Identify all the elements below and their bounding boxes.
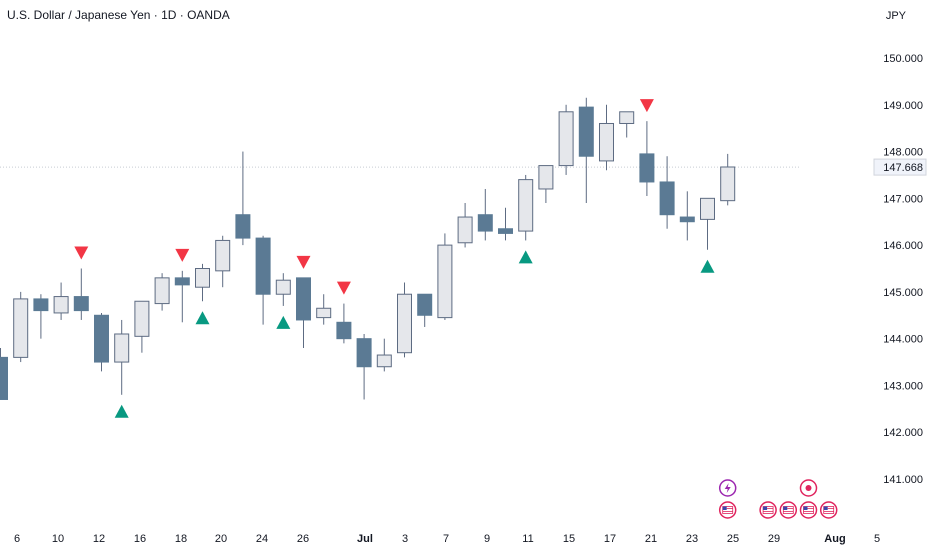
candle-body-down[interactable]: [356, 338, 372, 368]
x-tick-label: 20: [215, 533, 227, 545]
us-flag-canton: [722, 506, 727, 510]
sell-signal-icon: [336, 281, 351, 295]
candle-body-up[interactable]: [13, 298, 29, 358]
candle-body-up[interactable]: [558, 111, 574, 167]
x-tick-label: 29: [768, 533, 780, 545]
us-flag-canton: [823, 506, 828, 510]
candle-body-down[interactable]: [296, 277, 311, 321]
candle-body-up[interactable]: [538, 165, 554, 190]
y-tick-label: 146.000: [883, 240, 923, 252]
x-tick-label: 21: [645, 533, 657, 545]
current-price-label: 147.668: [883, 162, 923, 174]
candle-body-down[interactable]: [659, 181, 675, 216]
record-icon: [805, 485, 812, 491]
chart-title: U.S. Dollar / Japanese Yen · 1D · OANDA: [7, 8, 230, 22]
x-tick-label: 25: [727, 533, 739, 545]
candle-body-down[interactable]: [639, 153, 655, 183]
candle-body-down[interactable]: [0, 356, 8, 400]
candle-body-up[interactable]: [700, 197, 715, 220]
x-tick-label: 9: [484, 533, 490, 545]
y-tick-label: 142.000: [883, 427, 923, 439]
x-tick-label: Jul: [357, 533, 373, 545]
candle-body-down[interactable]: [417, 293, 433, 316]
x-tick-label: 24: [256, 533, 268, 545]
candle-body-up[interactable]: [376, 354, 392, 368]
candle-body-up[interactable]: [316, 307, 332, 319]
y-tick-label: 148.000: [883, 147, 923, 159]
currency-label: JPY: [885, 10, 906, 22]
sell-signal-icon: [175, 248, 190, 262]
x-tick-label: 15: [563, 533, 575, 545]
x-tick-label: 5: [874, 533, 880, 545]
x-tick-label: 23: [686, 533, 698, 545]
x-tick-label: 12: [93, 533, 105, 545]
x-tick-label: Aug: [824, 533, 845, 545]
buy-signal-icon: [518, 250, 533, 264]
candle-body-up[interactable]: [53, 296, 69, 314]
y-tick-label: 149.000: [883, 100, 923, 112]
candle-body-down[interactable]: [33, 298, 49, 312]
candle-body-up[interactable]: [599, 122, 614, 162]
candle-body-up[interactable]: [154, 277, 170, 305]
buy-signal-icon: [195, 311, 210, 325]
candle-body-up[interactable]: [134, 300, 150, 337]
candle-body-up[interactable]: [397, 293, 412, 354]
x-tick-label: 26: [297, 533, 309, 545]
x-tick-label: 11: [522, 533, 533, 545]
candle-body-up[interactable]: [114, 333, 130, 363]
candle-body-down[interactable]: [679, 216, 695, 223]
buy-signal-icon: [700, 259, 715, 273]
y-tick-label: 144.000: [883, 334, 923, 346]
candle-body-down[interactable]: [174, 277, 190, 286]
y-tick-label: 147.000: [883, 193, 923, 205]
candle-body-down[interactable]: [477, 214, 493, 232]
x-tick-label: 6: [14, 533, 20, 545]
candle-body-down[interactable]: [255, 237, 271, 295]
current-price-box: [873, 158, 927, 176]
y-tick-label: 141.000: [883, 474, 923, 486]
x-tick-label: 3: [402, 533, 408, 545]
candle-body-down[interactable]: [336, 321, 352, 340]
candle-body-up[interactable]: [518, 179, 534, 232]
candle-body-down[interactable]: [235, 214, 251, 239]
buy-signal-icon: [276, 315, 291, 329]
y-tick-label: 143.000: [883, 380, 923, 392]
us-flag-canton: [783, 506, 788, 510]
y-tick-label: 150.000: [883, 53, 923, 65]
buy-signal-icon: [114, 404, 129, 418]
candle-body-up[interactable]: [195, 268, 210, 288]
candle-body-up[interactable]: [275, 279, 291, 295]
candle-body-down[interactable]: [73, 296, 89, 312]
candle-body-up[interactable]: [215, 239, 231, 272]
lightning-icon: [724, 483, 731, 493]
us-flag-canton: [763, 506, 768, 510]
candle-body-down[interactable]: [578, 106, 594, 157]
x-tick-label: 10: [52, 533, 64, 545]
candle-body-down[interactable]: [498, 228, 513, 234]
sell-signal-icon: [639, 99, 654, 113]
sell-signal-icon: [74, 246, 89, 260]
x-tick-label: 16: [134, 533, 146, 545]
candle-body-down[interactable]: [94, 314, 109, 363]
sell-signal-icon: [296, 255, 311, 269]
candle-body-up[interactable]: [619, 111, 635, 124]
us-flag-canton: [803, 506, 808, 510]
y-tick-label: 145.000: [883, 287, 923, 299]
x-tick-label: 7: [443, 533, 449, 545]
candle-body-up[interactable]: [457, 216, 473, 244]
x-tick-label: 17: [604, 533, 616, 545]
candle-body-up[interactable]: [720, 166, 736, 202]
candle-body-up[interactable]: [437, 244, 453, 319]
x-tick-label: 18: [175, 533, 187, 545]
